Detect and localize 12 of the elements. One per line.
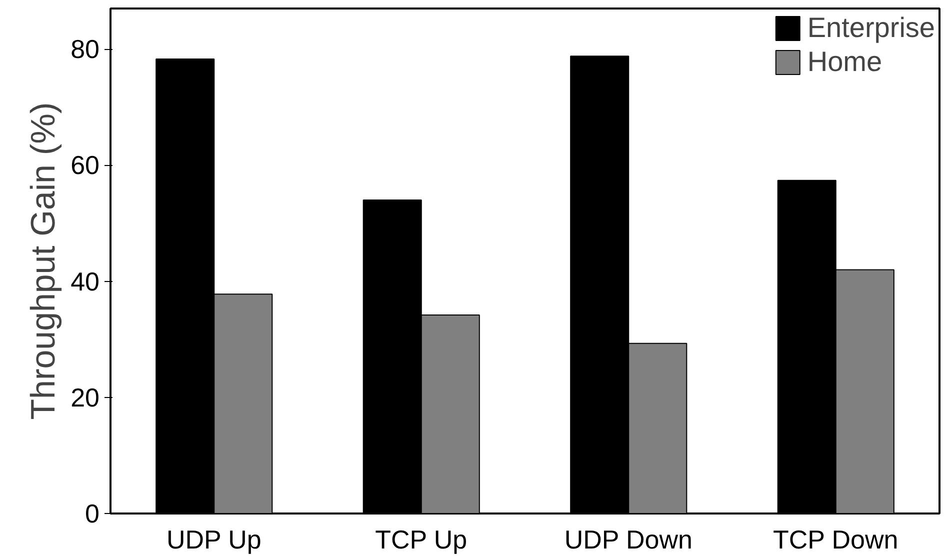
y-tick-label: 20 <box>70 382 100 412</box>
y-axis-title: Throughput Gain (%) <box>24 102 63 420</box>
x-tick-label: TCP Up <box>375 524 468 554</box>
y-tick-label: 60 <box>70 150 100 180</box>
legend-label: Enterprise <box>807 12 935 44</box>
y-tick-label: 80 <box>70 34 100 64</box>
x-tick-label: UDP Up <box>166 524 262 554</box>
x-tick-label: UDP Down <box>564 524 692 554</box>
legend-label: Home <box>807 46 882 78</box>
y-tick-label: 0 <box>85 498 100 528</box>
y-tick-label: 40 <box>70 266 100 296</box>
x-tick-label: TCP Down <box>773 524 898 554</box>
